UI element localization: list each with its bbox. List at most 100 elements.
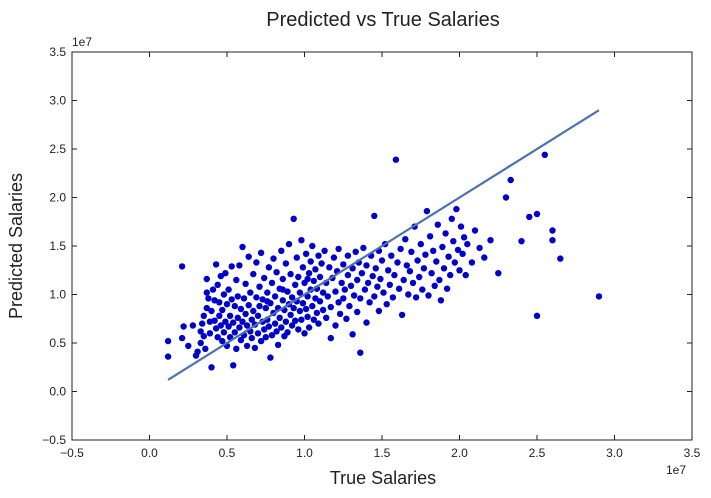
data-point [394,259,401,266]
x-axis-offset-label: 1e7 [666,463,686,477]
data-point [265,323,273,330]
data-point [302,305,310,313]
x-tick-labels: −0.5 0.0 0.5 1.0 1.5 2.0 2.5 3.0 3.5 [60,446,701,460]
data-point [335,299,342,306]
data-point [518,238,525,245]
data-point [203,289,210,296]
data-point [374,283,381,290]
data-point [430,247,437,254]
data-point [423,207,431,215]
data-point [194,348,201,355]
data-point [305,270,313,277]
data-point [247,289,254,296]
data-point [437,297,445,304]
data-point [434,221,441,228]
data-point [203,304,210,312]
data-point [358,270,366,277]
data-point [327,334,334,342]
data-point [216,312,223,319]
data-point [220,329,228,336]
data-point [211,317,218,324]
data-point [287,311,294,319]
data-point [304,275,311,283]
data-point [178,334,186,342]
data-point [262,334,269,341]
data-point [230,362,237,369]
x-tick-label: −0.5 [60,446,84,460]
data-point [225,323,232,330]
data-point [371,212,378,220]
data-point [271,293,279,300]
data-point [216,299,223,306]
data-point [350,292,358,299]
data-point [450,238,457,245]
data-point [304,313,311,320]
data-point [439,243,446,251]
data-point [340,261,347,268]
data-point [292,317,299,324]
data-point [214,281,221,288]
plot-area-frame [71,51,693,441]
x-tick-label: 3.5 [684,446,701,460]
data-point [217,272,224,280]
data-point [296,289,304,296]
x-tick-label: 3.0 [606,446,623,460]
data-point [290,304,297,312]
data-point [290,215,297,222]
data-point [228,296,235,303]
data-point [268,332,276,339]
data-point [261,274,268,282]
data-point [549,227,556,234]
x-tick-label: 0.0 [141,446,158,460]
data-point [468,259,476,266]
data-point [456,267,463,274]
data-point [392,156,400,163]
data-point [231,302,238,310]
data-point [440,265,448,272]
data-point [243,342,251,350]
data-point [265,264,273,271]
data-point [471,227,479,234]
data-point [226,312,234,319]
data-point [312,266,319,273]
data-point [312,295,319,302]
data-point [287,270,294,278]
data-point [273,269,280,276]
data-point [305,324,313,331]
data-point [245,253,252,260]
y-tick-labels: −0.5 0.0 0.5 1.0 1.5 2.0 2.5 3.0 3.5 [42,45,66,447]
data-point [262,304,269,312]
x-tick-label: 1.5 [374,446,391,460]
data-point [254,330,262,337]
data-point [203,275,210,283]
data-point [428,270,435,277]
data-point [340,295,347,302]
data-point [383,301,390,308]
data-point [457,223,465,230]
data-point [442,230,449,237]
data-point [316,273,324,281]
data-point [336,310,344,318]
data-point [257,249,265,256]
data-point [279,286,286,293]
data-point [481,254,488,261]
data-point [310,316,317,323]
data-point [230,319,237,326]
data-point [357,349,364,356]
data-point [251,344,259,352]
data-point [324,293,331,300]
data-point [344,252,352,259]
data-point [321,247,328,254]
data-point [327,303,334,311]
data-point [357,295,364,302]
data-point [256,302,263,310]
data-point [205,295,212,302]
data-point [397,245,404,253]
data-point [323,314,330,321]
data-point [445,253,452,260]
data-point [284,329,291,336]
y-tick-label: 1.5 [49,239,66,253]
data-point [363,319,370,326]
y-tick-label: −0.5 [42,433,66,447]
data-point [431,282,438,289]
